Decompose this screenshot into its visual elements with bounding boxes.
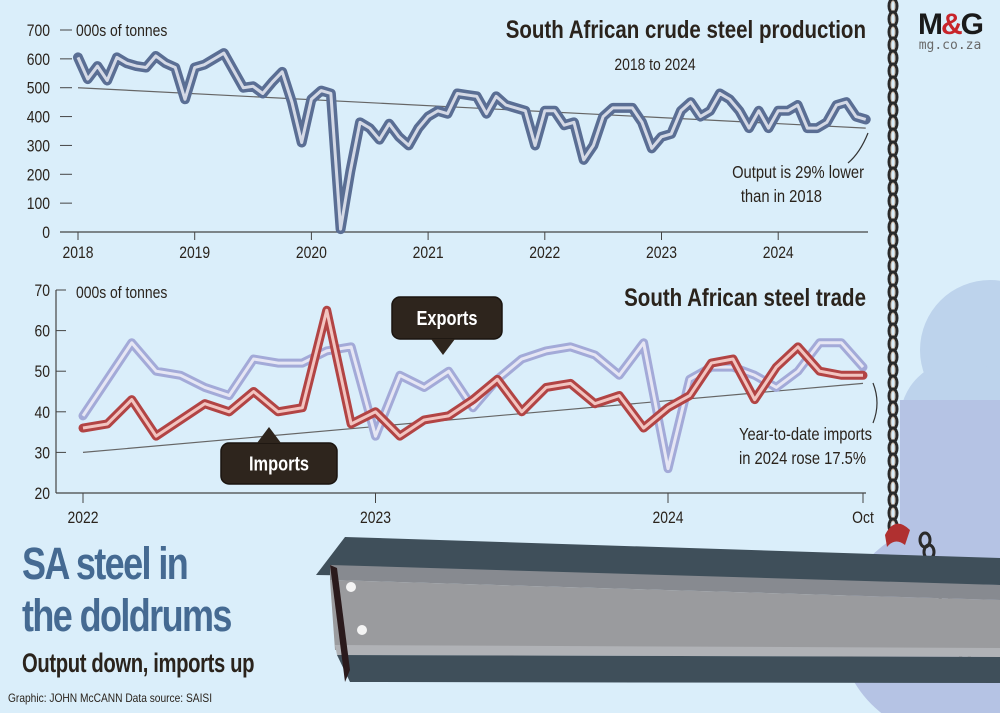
y-tick-label: 70 <box>35 282 51 301</box>
x-tick-label: 2020 <box>296 244 327 263</box>
y-tick-label: 20 <box>35 485 51 504</box>
y-tick-label: 30 <box>35 444 51 463</box>
chain-link-highlight <box>890 0 896 12</box>
chart-title: South African steel trade <box>624 283 866 311</box>
chain-link-highlight <box>890 403 896 415</box>
x-tick-label: 2022 <box>68 509 99 528</box>
logo-url: mg.co.za <box>918 38 982 53</box>
annotation-text: than in 2018 <box>741 187 822 207</box>
x-tick-label: Oct <box>852 509 874 528</box>
logo-letter: G <box>960 8 984 41</box>
logo-ampersand: & <box>941 8 963 41</box>
x-tick-label: 2024 <box>763 244 794 263</box>
chart-subtitle: 2018 to 2024 <box>614 56 696 75</box>
y-tick-label: 500 <box>27 79 51 98</box>
y-tick-label: 400 <box>27 108 51 127</box>
chain-link-highlight <box>890 273 896 285</box>
chain-link-highlight <box>890 377 896 389</box>
chain-link-highlight <box>890 117 896 129</box>
chain-link-highlight <box>890 481 896 493</box>
x-tick-label: 2022 <box>529 244 560 263</box>
logo-letter: M <box>918 8 943 41</box>
chain-link-highlight <box>890 338 896 350</box>
y-tick-label: 600 <box>27 51 51 70</box>
annotation-leader <box>847 132 869 164</box>
exports-callout-label: Exports <box>417 306 478 329</box>
headline-line-1: SA steel in <box>22 538 189 589</box>
chart-title: South African crude steel production <box>506 15 866 43</box>
headline: SA steel in the doldrums <box>22 538 232 642</box>
y-tick-label: 50 <box>35 363 51 382</box>
hook-icon <box>885 523 910 547</box>
chain-link-highlight <box>890 156 896 168</box>
chain-link-highlight <box>890 26 896 38</box>
chain-link-highlight <box>890 312 896 324</box>
chain-link-highlight <box>890 52 896 64</box>
chain-link-highlight <box>890 234 896 246</box>
chain-link-highlight <box>890 221 896 233</box>
annotation-text: Output is 29% lower <box>732 163 864 183</box>
y-tick-label: 100 <box>27 195 51 214</box>
chain-link-highlight <box>890 260 896 272</box>
chain-link-highlight <box>890 299 896 311</box>
x-tick-label: 2024 <box>653 509 684 528</box>
chain-link-highlight <box>890 390 896 402</box>
imports-line-highlight <box>82 308 863 438</box>
chain-link-highlight <box>890 65 896 77</box>
chain-link-highlight <box>890 91 896 103</box>
chain-link-highlight <box>890 468 896 480</box>
y-tick-label: 200 <box>27 166 51 185</box>
y-tick-label: 60 <box>35 322 51 341</box>
y-axis-label: 000s of tonnes <box>76 284 168 303</box>
y-axis-label: 000s of tonnes <box>76 22 168 41</box>
x-tick-label: 2021 <box>413 244 444 263</box>
chain-link-highlight <box>890 507 896 519</box>
chain-link-highlight <box>890 325 896 337</box>
chain-link-highlight <box>890 143 896 155</box>
x-tick-label: 2023 <box>646 244 677 263</box>
subheadline: Output down, imports up <box>22 648 255 678</box>
imports-callout-pointer <box>257 427 281 443</box>
chain-link-highlight <box>890 195 896 207</box>
chain-link-highlight <box>890 130 896 142</box>
chain-link-highlight <box>890 13 896 25</box>
y-tick-label: 40 <box>35 404 51 423</box>
y-tick-label: 300 <box>27 137 51 156</box>
y-tick-label: 700 <box>27 22 51 41</box>
chain-link-highlight <box>890 442 896 454</box>
production-line-highlight <box>76 51 867 231</box>
annotation-leader <box>872 382 878 424</box>
credit-line: Graphic: JOHN McCANN Data source: SAISI <box>8 691 213 705</box>
x-tick-label: 2019 <box>179 244 210 263</box>
trend-line <box>77 87 866 129</box>
trend-line <box>82 382 864 453</box>
exports-callout-pointer <box>431 339 455 355</box>
chain-link-highlight <box>890 208 896 220</box>
production-chart: 0 100 200 300 400 500 600 700 2018 2019 2020 2021 20… <box>27 15 871 263</box>
trade-chart: 20 30 40 50 60 70 2022 2023 2024 Oct 000s of tonne… <box>35 282 878 528</box>
chain-link-highlight <box>890 494 896 506</box>
chain-link-highlight <box>890 78 896 90</box>
chain-link-highlight <box>890 429 896 441</box>
mg-logo: M&G mg.co.za <box>918 8 984 53</box>
chain-link-highlight <box>890 182 896 194</box>
chain-link-highlight <box>890 416 896 428</box>
chain-link-highlight <box>890 351 896 363</box>
steel-beam-illustration <box>316 537 1000 683</box>
chain-link-highlight <box>890 247 896 259</box>
chain-link-highlight <box>890 104 896 116</box>
chain-link-highlight <box>890 286 896 298</box>
chain-link-highlight <box>890 455 896 467</box>
headline-line-2: the doldrums <box>22 590 232 641</box>
chain-link-highlight <box>890 364 896 376</box>
x-tick-label: 2018 <box>63 244 94 263</box>
x-tick-label: 2023 <box>360 509 391 528</box>
y-tick-label: 0 <box>42 224 50 243</box>
chain-link-highlight <box>890 39 896 51</box>
chain-link-highlight <box>890 169 896 181</box>
annotation-text: Year-to-date imports <box>739 425 872 445</box>
annotation-text: in 2024 rose 17.5% <box>739 449 866 469</box>
imports-callout-label: Imports <box>249 452 309 475</box>
